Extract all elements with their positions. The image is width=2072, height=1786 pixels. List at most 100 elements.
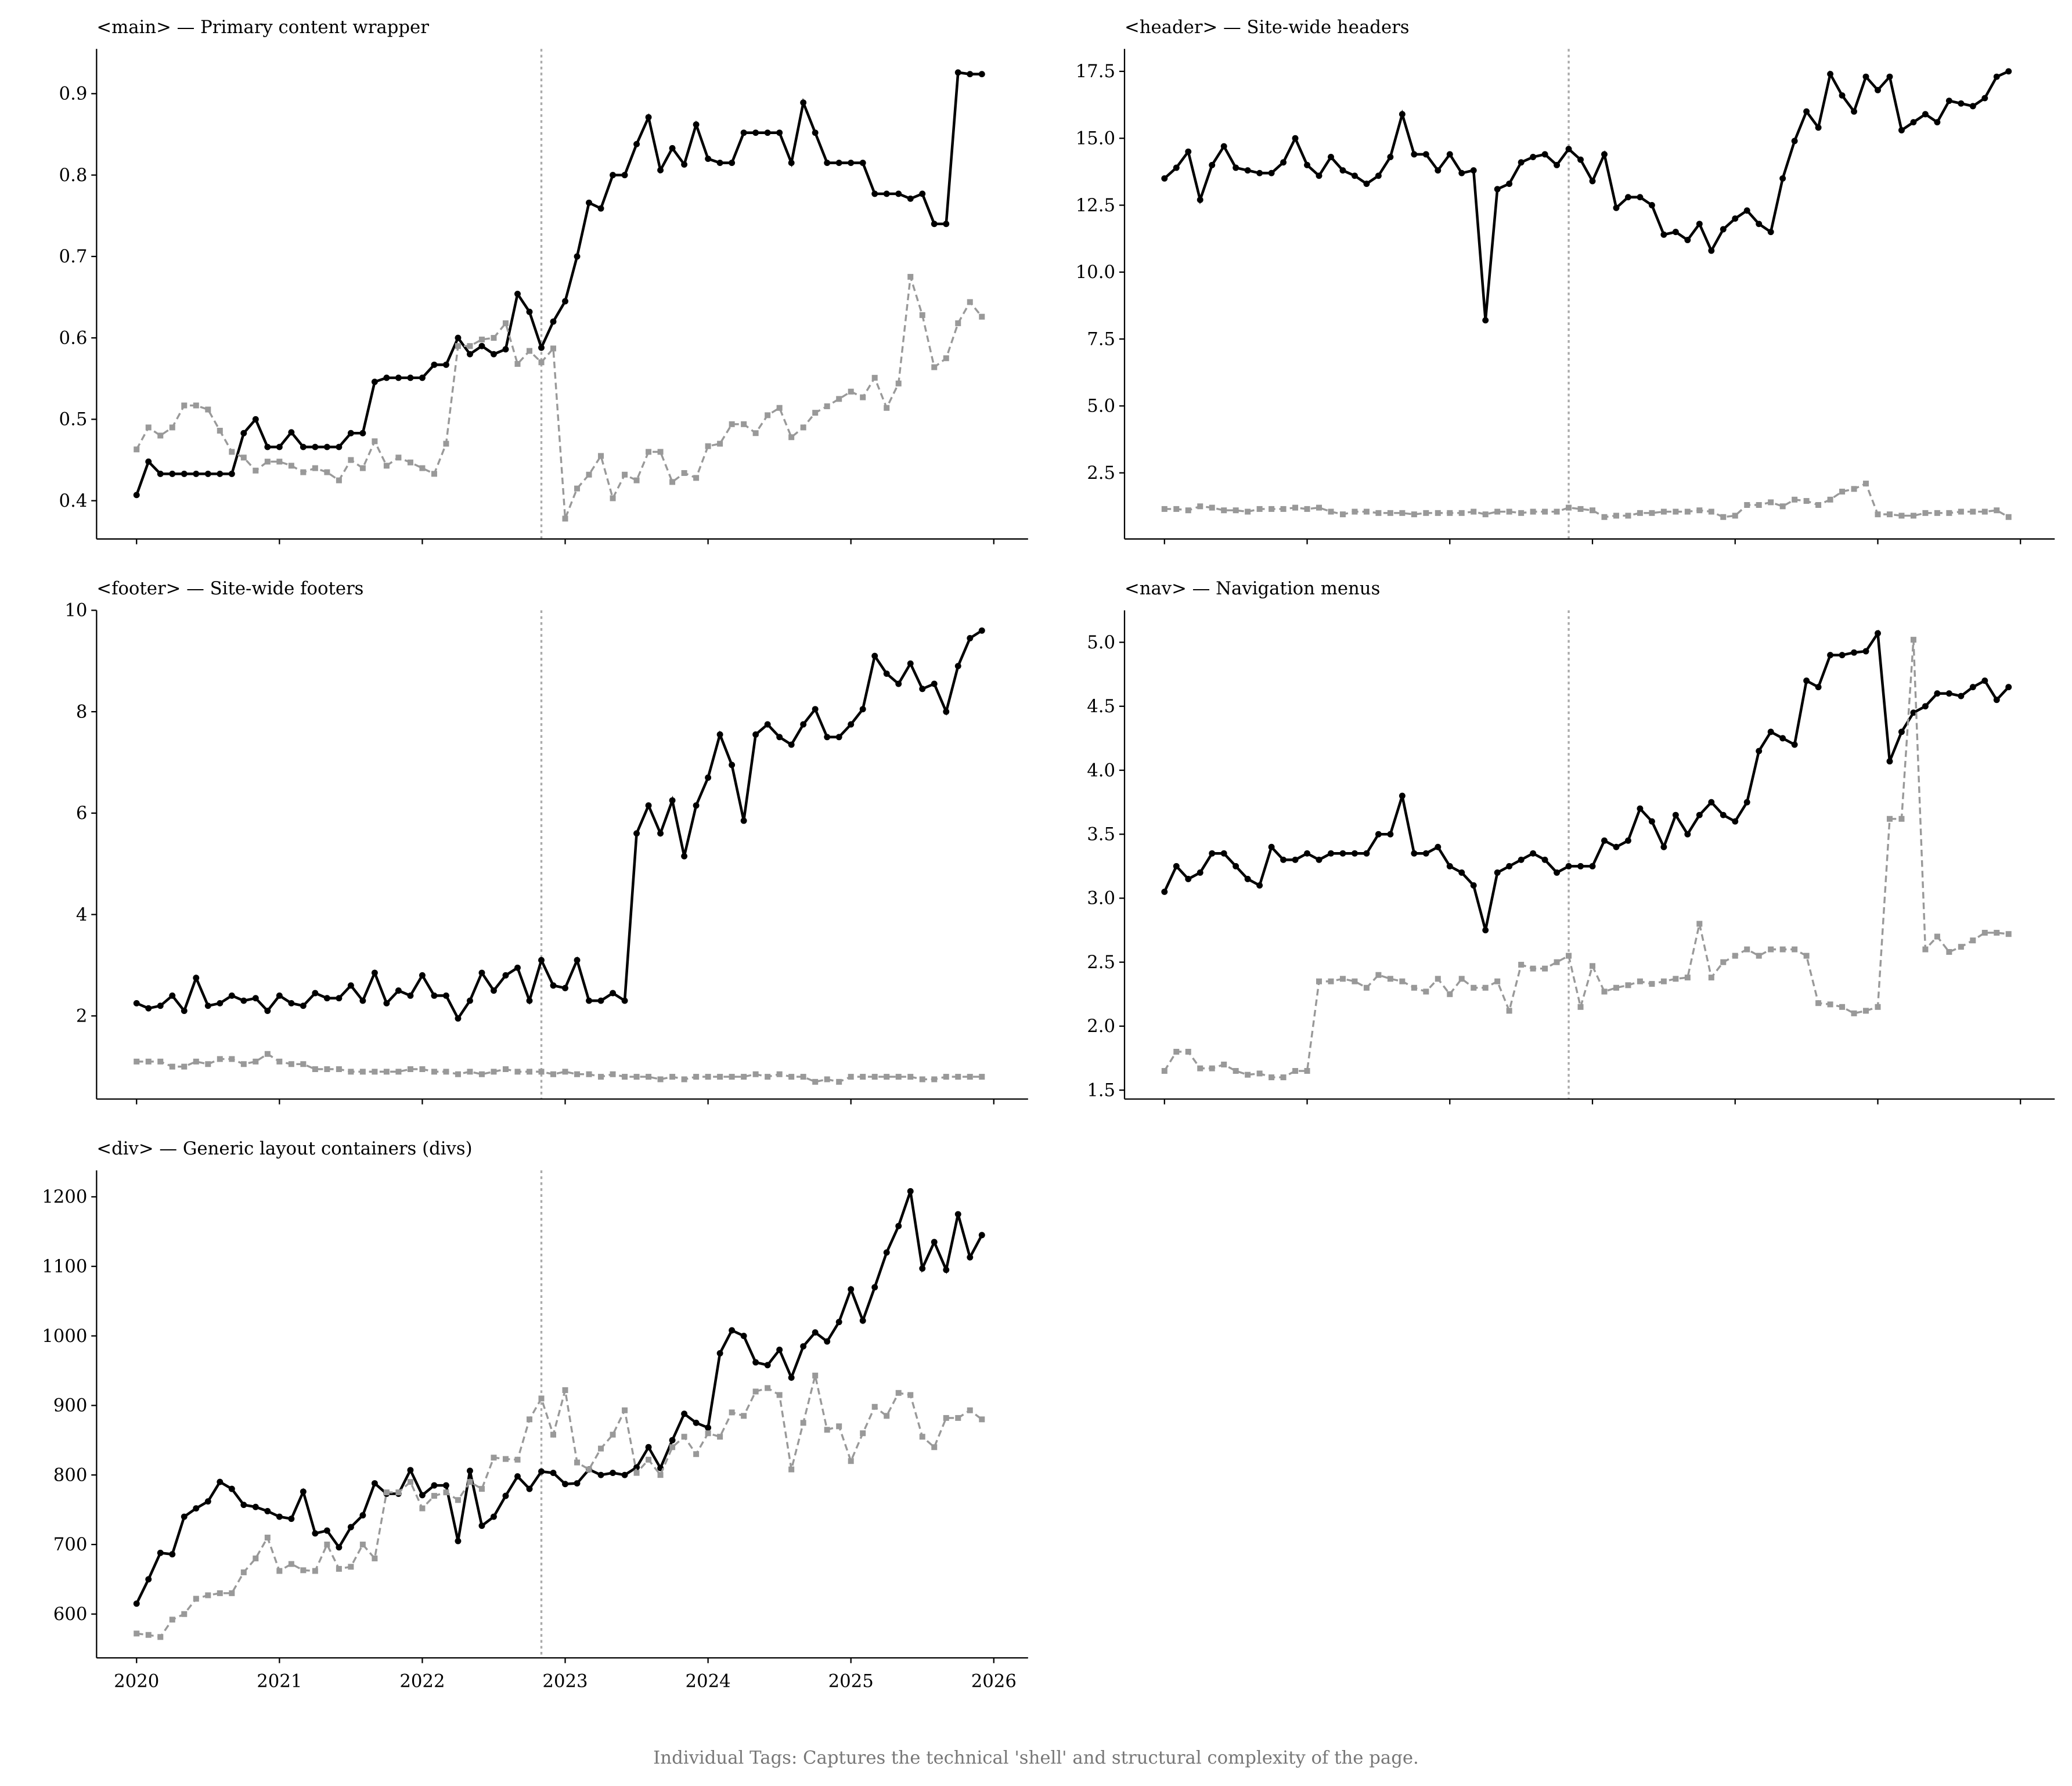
x-tick-label: 2024 (686, 1670, 731, 1691)
marker (419, 465, 426, 471)
marker (467, 1069, 473, 1075)
marker (1815, 124, 1822, 131)
marker (538, 957, 545, 964)
marker (550, 318, 557, 325)
marker (1458, 869, 1465, 876)
marker (1399, 510, 1406, 516)
marker (347, 430, 354, 436)
marker (752, 731, 759, 738)
marker (1161, 1068, 1167, 1074)
marker (193, 1596, 199, 1602)
marker (943, 1415, 949, 1421)
marker (1220, 850, 1227, 857)
marker (1375, 510, 1382, 516)
marker (1256, 506, 1263, 512)
y-tick-label: 800 (53, 1464, 88, 1485)
marker (1624, 837, 1631, 844)
marker (657, 1472, 664, 1478)
marker (169, 992, 176, 999)
marker (800, 1343, 807, 1350)
marker (491, 987, 497, 994)
marker (1256, 169, 1263, 176)
marker (1435, 843, 1442, 850)
marker (955, 320, 961, 326)
marker (359, 1069, 366, 1075)
marker (586, 1466, 592, 1473)
marker (1209, 161, 1216, 168)
marker (967, 299, 973, 305)
marker (1958, 508, 1964, 515)
marker (1530, 154, 1537, 160)
marker (1566, 952, 1572, 959)
marker (491, 335, 497, 341)
x-tick-label: 2020 (114, 1670, 159, 1691)
marker (264, 459, 271, 465)
marker (1590, 963, 1596, 969)
marker (788, 741, 795, 748)
marker (478, 1071, 485, 1077)
marker (645, 1444, 652, 1451)
marker (1732, 513, 1738, 519)
marker (681, 470, 687, 476)
marker (907, 273, 914, 280)
marker (1970, 937, 1976, 944)
marker (1245, 1071, 1251, 1078)
series-line (135, 71, 982, 496)
marker (931, 221, 938, 228)
marker (1244, 875, 1251, 882)
marker (824, 734, 831, 741)
marker (359, 465, 366, 471)
marker (538, 1069, 545, 1075)
marker (359, 997, 366, 1004)
marker (729, 1074, 735, 1080)
marker (979, 1416, 985, 1423)
marker (705, 774, 712, 781)
marker (1922, 510, 1929, 516)
marker (1958, 944, 1964, 950)
marker (550, 982, 557, 989)
marker (443, 1489, 449, 1496)
marker (943, 1267, 950, 1273)
marker (871, 374, 878, 381)
marker (1815, 1000, 1822, 1006)
marker (1827, 652, 1834, 659)
marker (300, 1061, 307, 1067)
marker (264, 443, 271, 450)
marker (871, 1284, 878, 1291)
marker (538, 1468, 545, 1475)
marker (967, 71, 974, 78)
marker (157, 1058, 164, 1065)
marker (562, 1481, 568, 1488)
marker (1268, 169, 1275, 176)
marker (1375, 972, 1382, 978)
series-line (1164, 482, 2009, 518)
marker (705, 1074, 711, 1080)
marker (145, 1005, 152, 1012)
marker (765, 1074, 771, 1080)
marker (217, 1000, 224, 1006)
marker (883, 190, 890, 197)
marker (907, 1392, 914, 1398)
marker (1672, 229, 1679, 236)
marker (943, 1074, 949, 1080)
marker (145, 1576, 152, 1583)
marker (1922, 946, 1929, 952)
marker (871, 1074, 878, 1080)
marker (336, 443, 343, 450)
marker (288, 429, 295, 436)
series-line (1163, 70, 2009, 321)
marker (1898, 513, 1905, 519)
marker (1875, 1004, 1881, 1010)
y-tick-label: 2.5 (1087, 463, 1115, 484)
marker (740, 129, 747, 136)
marker (502, 1492, 509, 1499)
marker (835, 160, 842, 167)
marker (812, 1329, 819, 1336)
marker (1197, 503, 1203, 510)
marker (1779, 175, 1786, 182)
marker (693, 1074, 700, 1080)
marker (622, 471, 628, 478)
panel-title: <footer> — Site-wide footers (96, 578, 363, 599)
marker (1839, 1004, 1846, 1010)
marker (669, 479, 676, 485)
